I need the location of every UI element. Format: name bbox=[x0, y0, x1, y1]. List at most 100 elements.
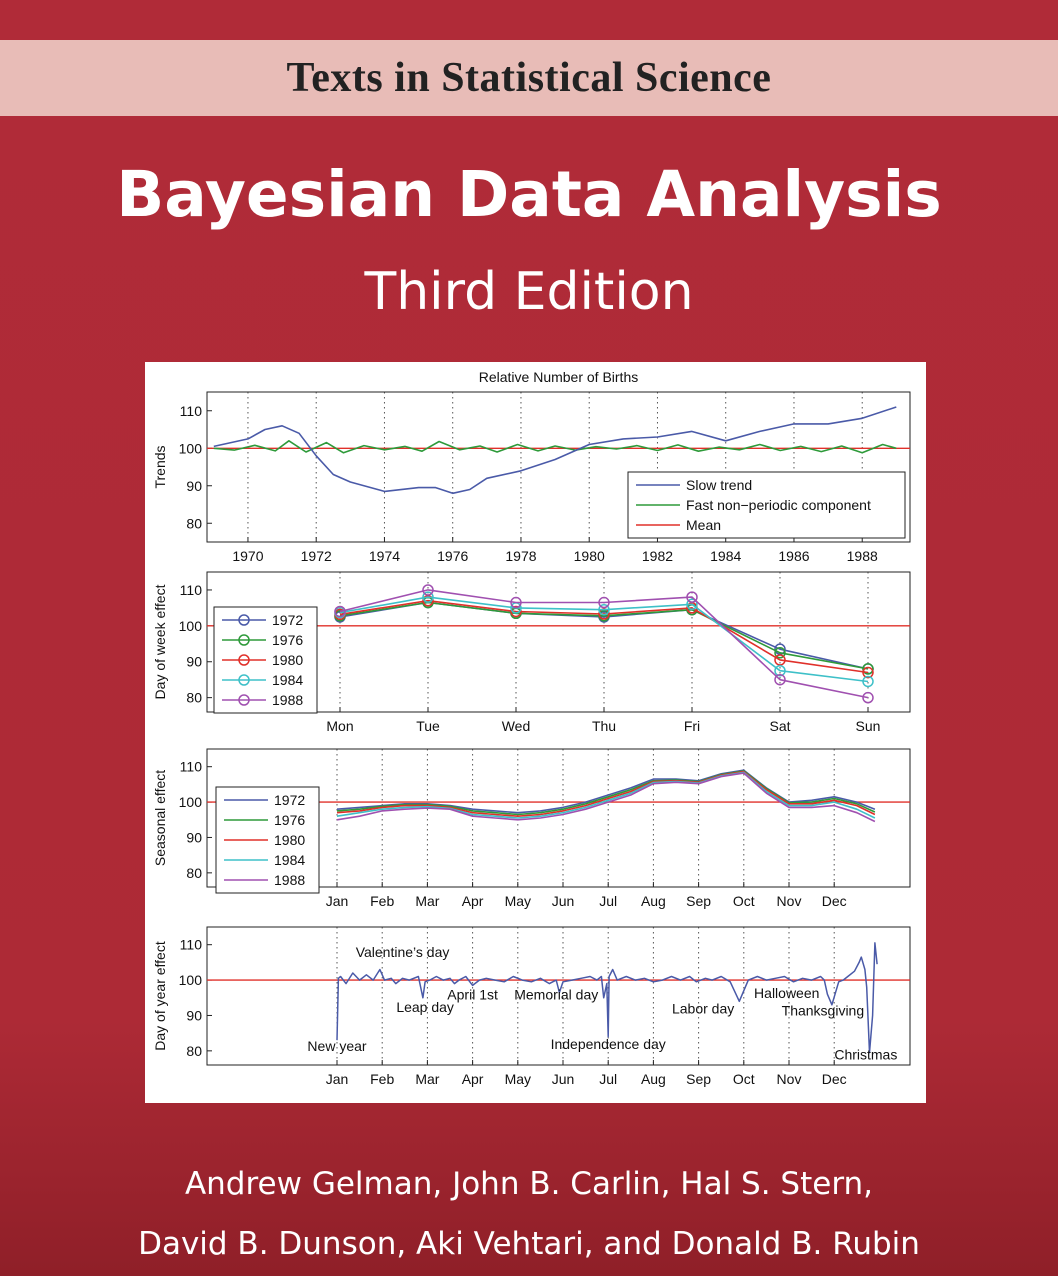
year-tick-label: 1974 bbox=[369, 548, 400, 564]
y-tick-label: 110 bbox=[180, 937, 203, 953]
legend-entry: 1972 bbox=[272, 612, 303, 628]
legend-entry: 1980 bbox=[272, 652, 303, 668]
month-tick-label: May bbox=[505, 1071, 531, 1087]
year-tick-label: 1978 bbox=[505, 548, 536, 564]
holiday-annotation: Thanksgiving bbox=[782, 1002, 865, 1018]
y-tick-label: 80 bbox=[186, 515, 202, 531]
y-tick-label: 80 bbox=[186, 690, 202, 706]
authors-line-1: Andrew Gelman, John B. Carlin, Hal S. St… bbox=[184, 1166, 874, 1202]
series-banner: Texts in Statistical Science bbox=[0, 40, 1058, 116]
weekday-tick-label: Thu bbox=[592, 718, 616, 734]
month-tick-label: Jun bbox=[552, 1071, 575, 1087]
seasonal-series-line bbox=[336, 772, 876, 823]
y-tick-label: 90 bbox=[186, 478, 202, 494]
legend-entry: 1984 bbox=[272, 672, 303, 688]
year-tick-label: 1984 bbox=[710, 548, 741, 564]
legend-entry: 1976 bbox=[274, 812, 305, 828]
y-axis-label: Day of year effect bbox=[152, 941, 168, 1051]
month-tick-label: Sep bbox=[686, 893, 711, 909]
weekday-point bbox=[422, 591, 434, 603]
holiday-annotation: New year bbox=[307, 1038, 366, 1054]
plot-frame-2 bbox=[206, 571, 911, 713]
weekday-point bbox=[862, 663, 874, 675]
day-of-year-series-line bbox=[336, 942, 878, 1054]
y-tick-label: 80 bbox=[186, 1043, 202, 1059]
y-tick-label: 90 bbox=[186, 1007, 202, 1023]
weekday-point bbox=[774, 673, 786, 686]
month-tick-label: Feb bbox=[370, 893, 394, 909]
y-tick-label: 100 bbox=[179, 794, 203, 810]
month-tick-label: Oct bbox=[733, 893, 755, 909]
edition-label: Third Edition bbox=[364, 262, 694, 322]
weekday-tick-label: Mon bbox=[326, 718, 353, 734]
plot-frame-3 bbox=[206, 748, 911, 888]
holiday-annotation: Valentine’s day bbox=[356, 944, 450, 960]
seasonal-series-line bbox=[336, 770, 876, 818]
book-title: Bayesian Data Analysis bbox=[116, 158, 942, 231]
y-tick-label: 110 bbox=[180, 759, 203, 775]
weekday-point bbox=[598, 596, 610, 609]
holiday-annotation: Memorial day bbox=[514, 987, 598, 1003]
holiday-annotation: Leap day bbox=[396, 999, 454, 1015]
month-tick-label: Mar bbox=[415, 1071, 439, 1087]
holiday-annotation: Labor day bbox=[672, 1001, 734, 1017]
month-tick-label: Sep bbox=[686, 1071, 711, 1087]
year-tick-label: 1970 bbox=[232, 548, 263, 564]
month-tick-label: Nov bbox=[777, 893, 802, 909]
legend-entry: 1972 bbox=[274, 792, 305, 808]
month-tick-label: Feb bbox=[370, 1071, 394, 1087]
weekday-point bbox=[510, 596, 522, 609]
y-tick-label: 90 bbox=[186, 829, 202, 845]
month-tick-label: Nov bbox=[777, 1071, 802, 1087]
weekday-tick-label: Fri bbox=[684, 718, 700, 734]
plot-frame-1 bbox=[206, 391, 911, 543]
month-tick-label: Jul bbox=[599, 893, 617, 909]
weekday-point bbox=[774, 654, 786, 666]
holiday-annotation: April 1st bbox=[447, 987, 498, 1003]
y-tick-label: 80 bbox=[186, 865, 202, 881]
legend-marker bbox=[238, 634, 250, 646]
month-tick-label: Jun bbox=[552, 893, 575, 909]
month-tick-label: Jul bbox=[599, 1071, 617, 1087]
trend-series-line bbox=[213, 440, 897, 454]
month-tick-label: Mar bbox=[415, 893, 439, 909]
legend-entry: Slow trend bbox=[686, 477, 752, 493]
legend-entry: 1988 bbox=[274, 872, 305, 888]
year-tick-label: 1988 bbox=[847, 548, 878, 564]
y-axis-label: Day of week effect bbox=[152, 584, 168, 699]
legend-marker bbox=[238, 674, 250, 686]
weekday-point bbox=[862, 691, 874, 704]
weekday-point bbox=[774, 664, 786, 677]
month-tick-label: Apr bbox=[462, 893, 484, 909]
month-tick-label: Jan bbox=[326, 893, 349, 909]
month-tick-label: Dec bbox=[822, 1071, 847, 1087]
y-tick-label: 100 bbox=[179, 972, 203, 988]
weekday-point bbox=[862, 675, 874, 688]
weekday-point bbox=[334, 605, 346, 618]
weekday-tick-label: Sun bbox=[856, 718, 881, 734]
year-tick-label: 1976 bbox=[437, 548, 468, 564]
weekday-tick-label: Sat bbox=[769, 718, 790, 734]
legend-entry: 1984 bbox=[274, 852, 305, 868]
weekday-point bbox=[686, 598, 698, 611]
seasonal-series-line bbox=[336, 771, 876, 819]
weekday-point bbox=[774, 643, 786, 655]
weekday-point bbox=[686, 591, 698, 603]
legend-marker bbox=[238, 694, 250, 706]
legend-entry: 1980 bbox=[274, 832, 305, 848]
weekday-point bbox=[862, 666, 874, 679]
y-tick-label: 100 bbox=[179, 440, 203, 456]
legend-entry: 1988 bbox=[272, 692, 303, 708]
seasonal-series-line bbox=[336, 770, 876, 816]
y-axis-label: Seasonal effect bbox=[152, 770, 168, 866]
weekday-series-line bbox=[339, 596, 869, 683]
month-tick-label: Dec bbox=[822, 893, 847, 909]
weekday-point bbox=[774, 647, 786, 659]
month-tick-label: Jan bbox=[326, 1071, 349, 1087]
plot-frame-4 bbox=[206, 926, 911, 1066]
chart-title: Relative Number of Births bbox=[479, 369, 639, 385]
month-tick-label: May bbox=[505, 893, 531, 909]
weekday-point bbox=[422, 584, 434, 596]
year-tick-label: 1986 bbox=[778, 548, 809, 564]
legend-marker bbox=[238, 614, 250, 626]
